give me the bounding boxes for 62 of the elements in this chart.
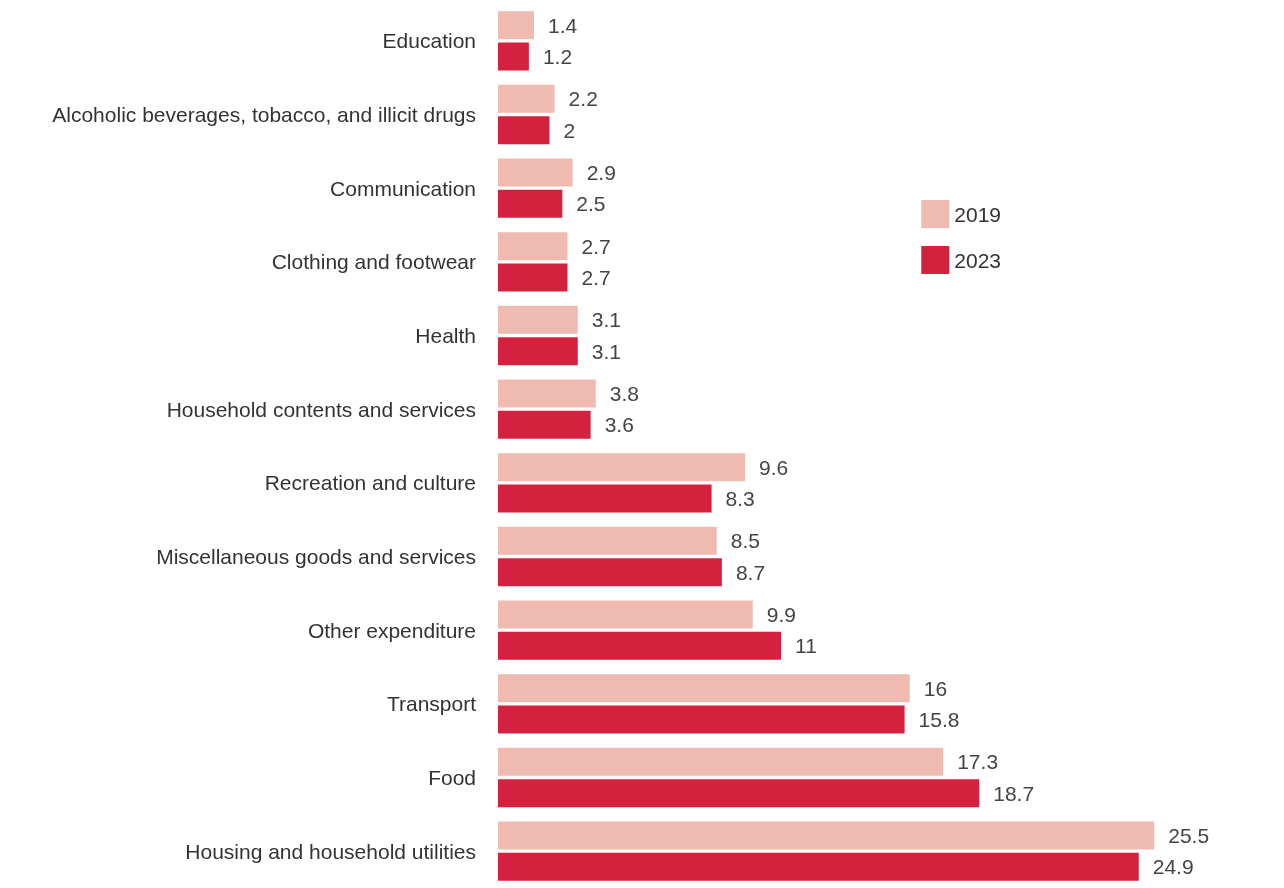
y-tick-label: Miscellaneous goods and services xyxy=(156,545,476,568)
y-tick-label: Other expenditure xyxy=(307,618,476,642)
bar xyxy=(498,337,578,366)
bar xyxy=(498,42,529,71)
bar xyxy=(498,526,717,555)
y-tick-label: Education xyxy=(382,29,476,53)
y-tick-label: Food xyxy=(428,766,476,789)
data-label: 2.7 xyxy=(581,234,611,258)
legend-label: 2023 xyxy=(954,248,1001,272)
data-label: 2.2 xyxy=(568,87,598,111)
data-label: 3.6 xyxy=(604,413,634,437)
bar xyxy=(498,11,535,40)
data-label: 24.9 xyxy=(1152,855,1194,879)
legend-label: 2019 xyxy=(954,202,1001,226)
bar xyxy=(498,821,1155,850)
data-label: 2.9 xyxy=(586,160,616,184)
y-tick-label: Clothing and footwear xyxy=(271,250,476,274)
data-label: 25.5 xyxy=(1168,823,1210,847)
y-tick-label: Housing and household utilities xyxy=(185,839,476,863)
y-tick-label: Health xyxy=(415,324,476,347)
data-label: 16 xyxy=(923,676,948,700)
data-label: 8.7 xyxy=(735,560,766,584)
bar xyxy=(498,158,573,187)
data-label: 2.5 xyxy=(576,192,606,216)
bar xyxy=(498,558,722,587)
data-label: 2.7 xyxy=(581,266,611,290)
data-label: 3.8 xyxy=(609,381,639,405)
data-label: 11 xyxy=(795,634,817,658)
bar xyxy=(498,410,591,439)
bar xyxy=(498,631,782,660)
data-label: 9.6 xyxy=(759,455,789,479)
data-label: 1.2 xyxy=(542,45,573,69)
bar xyxy=(498,116,550,145)
bar xyxy=(498,674,910,703)
data-label: 8.3 xyxy=(725,487,755,511)
data-label: 8.5 xyxy=(730,529,760,553)
bar xyxy=(498,84,555,113)
y-tick-label: Transport xyxy=(386,692,477,716)
bar xyxy=(498,453,746,482)
bar xyxy=(498,852,1139,881)
y-tick-label: Household contents and services xyxy=(166,397,476,421)
data-label: 17.3 xyxy=(957,750,999,774)
data-label: 15.8 xyxy=(918,708,960,732)
data-label: 2 xyxy=(563,118,576,142)
bar xyxy=(498,305,578,334)
y-tick-label: Alcoholic beverages, tobacco, and illicit drugs xyxy=(52,103,476,126)
bar xyxy=(498,232,568,261)
data-label: 18.7 xyxy=(993,781,1035,805)
data-label: 9.9 xyxy=(766,602,796,626)
bar xyxy=(498,189,563,218)
bar xyxy=(498,705,905,734)
data-label: 3.1 xyxy=(591,308,621,332)
bar xyxy=(498,484,712,513)
bar xyxy=(498,747,944,776)
data-label: 3.1 xyxy=(591,339,621,363)
y-tick-label: Communication xyxy=(330,176,476,200)
bar xyxy=(498,263,568,292)
data-label: 1.4 xyxy=(548,13,578,37)
y-tick-label: Recreation and culture xyxy=(264,471,476,495)
bar xyxy=(498,779,980,808)
bar xyxy=(498,600,753,629)
bar xyxy=(498,379,596,408)
